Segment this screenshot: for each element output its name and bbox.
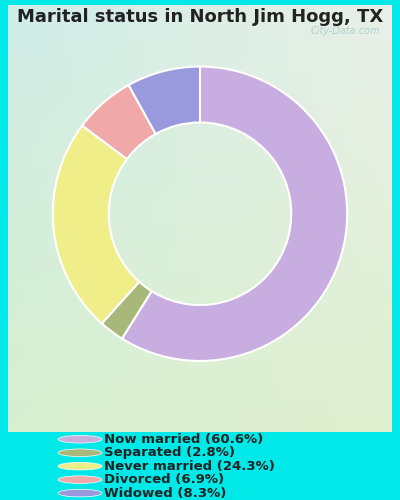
Circle shape — [58, 476, 102, 484]
Wedge shape — [82, 85, 156, 159]
Circle shape — [58, 436, 102, 443]
Text: Widowed (8.3%): Widowed (8.3%) — [104, 486, 226, 500]
Wedge shape — [53, 126, 139, 324]
Circle shape — [58, 490, 102, 497]
Wedge shape — [128, 66, 200, 134]
Text: City-Data.com: City-Data.com — [311, 26, 380, 36]
Wedge shape — [102, 282, 152, 339]
Text: Never married (24.3%): Never married (24.3%) — [104, 460, 275, 472]
Circle shape — [58, 462, 102, 470]
Wedge shape — [122, 66, 347, 361]
Text: Now married (60.6%): Now married (60.6%) — [104, 433, 263, 446]
Text: Separated (2.8%): Separated (2.8%) — [104, 446, 235, 459]
Text: Marital status in North Jim Hogg, TX: Marital status in North Jim Hogg, TX — [17, 8, 383, 26]
Text: Divorced (6.9%): Divorced (6.9%) — [104, 473, 224, 486]
Circle shape — [58, 449, 102, 456]
